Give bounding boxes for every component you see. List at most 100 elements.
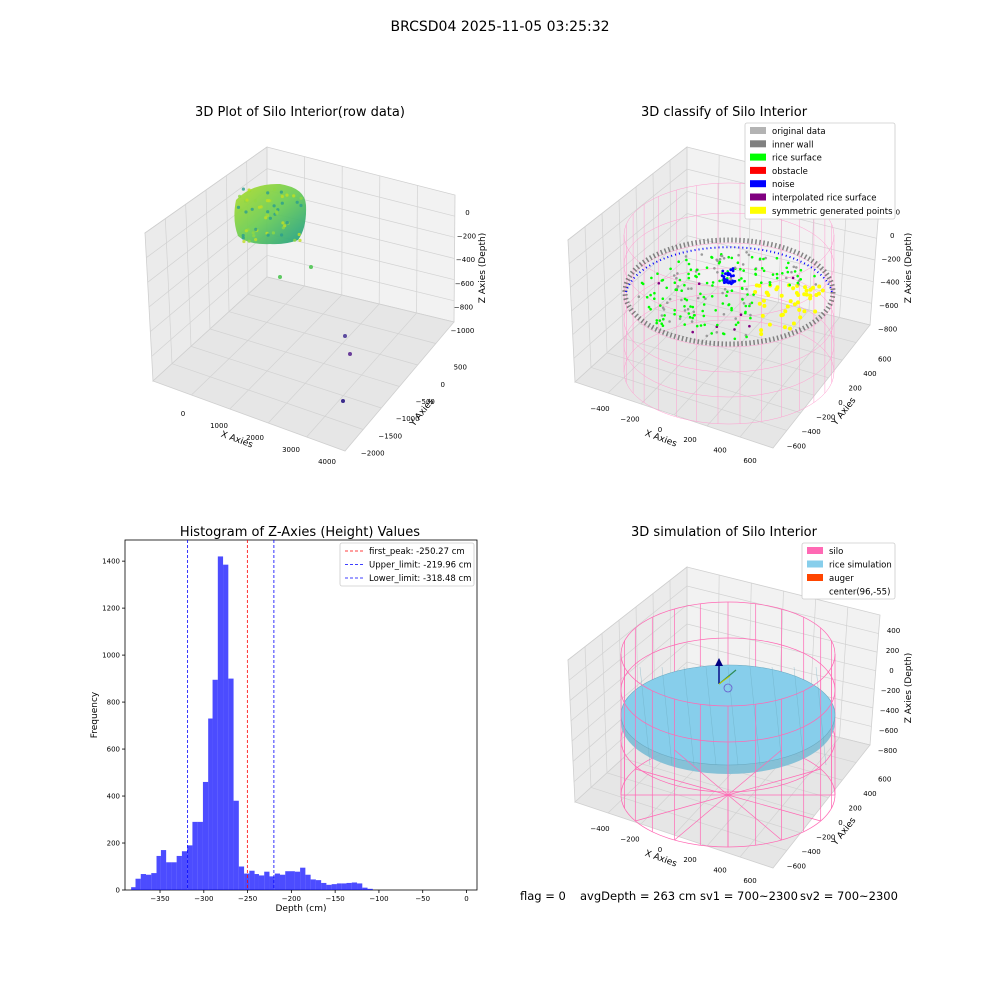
class-point <box>748 304 751 308</box>
class-point <box>655 321 658 325</box>
histogram-bar <box>367 888 373 890</box>
histogram-bar <box>160 850 167 890</box>
class-point <box>730 308 733 312</box>
class-point <box>802 309 807 314</box>
silo-floor-spoke <box>635 794 729 822</box>
legend-swatch <box>807 574 823 581</box>
x-tick-label: −200 <box>620 836 639 844</box>
class-point <box>661 324 665 328</box>
class-point <box>754 268 757 271</box>
noise-point <box>728 273 732 276</box>
class-point <box>791 276 795 280</box>
noise-point <box>720 274 724 278</box>
cloud-point <box>264 216 268 220</box>
class-point <box>679 315 682 318</box>
histogram-bar <box>151 873 157 890</box>
silo-wireframe <box>623 182 835 425</box>
class-point <box>695 268 699 272</box>
x-tick-label: −400 <box>590 405 609 413</box>
class-point <box>668 297 672 301</box>
class-point <box>650 276 653 280</box>
class-point <box>693 314 696 317</box>
point-cloud-body <box>234 183 307 245</box>
y-tick-label: −1000 <box>396 415 420 423</box>
class-point <box>785 304 790 309</box>
outlier-point <box>343 334 347 338</box>
class-point <box>721 271 724 275</box>
x-tick-label: −50 <box>415 895 430 903</box>
class-point <box>697 282 701 286</box>
grid-line <box>569 604 878 701</box>
class-point <box>717 262 721 265</box>
histogram-bar <box>269 876 275 890</box>
class-point <box>817 284 822 289</box>
rice-mesh-line <box>705 666 717 766</box>
class-point <box>641 282 645 286</box>
class-point <box>722 313 726 316</box>
y-tick-label: −600 <box>787 863 806 871</box>
grid-line <box>601 633 801 834</box>
histogram-bar <box>176 855 182 890</box>
histogram-bar <box>362 887 368 890</box>
y-tick-label: −600 <box>787 443 806 451</box>
class-point <box>790 270 793 274</box>
class-point <box>736 261 740 265</box>
cloud-point <box>247 239 251 243</box>
histogram-bar <box>166 862 172 890</box>
class-point <box>659 304 662 307</box>
class-point <box>716 271 719 274</box>
y-tick-label: −200 <box>816 834 835 842</box>
figure-title: BRCSD04 2025-11-05 03:25:32 <box>390 19 609 35</box>
histogram-bar <box>351 882 358 890</box>
grid-line <box>572 235 874 335</box>
cloud-point <box>241 187 245 191</box>
silo-wireframe-front <box>620 653 836 848</box>
cloud-point <box>244 210 248 214</box>
y-tick-label: 400 <box>863 370 876 378</box>
class-point <box>788 283 791 287</box>
legend-label: interpolated rice surface <box>772 194 877 204</box>
histogram-bar <box>131 887 136 890</box>
class-point <box>691 316 694 320</box>
class-point <box>796 293 801 297</box>
class-point <box>691 330 694 334</box>
class-point <box>759 328 764 333</box>
legend-label: symmetric generated points <box>772 207 893 217</box>
class-point <box>721 302 725 305</box>
class-point <box>762 257 765 261</box>
histogram-bar <box>249 870 255 890</box>
cloud-point <box>257 205 261 209</box>
histogram-title: Histogram of Z-Axies (Height) Values <box>180 525 420 540</box>
y-tick-labels: 0 200 400 600 800 1000 1200 1400 <box>102 558 125 895</box>
class-point <box>656 272 659 276</box>
x-tick-label: 600 <box>743 457 756 465</box>
legend-swatch <box>750 206 766 214</box>
histogram-bar <box>294 871 301 890</box>
class-point <box>804 292 809 297</box>
class-point <box>795 266 798 269</box>
class-point <box>740 277 743 280</box>
outlier-points <box>278 265 352 403</box>
classify-legend: original data inner wall rice surface obsta… <box>744 122 896 220</box>
y-tick-label: −500 <box>416 398 435 406</box>
grid-line <box>570 623 876 722</box>
auger-arrows <box>715 658 737 693</box>
histogram-bar <box>228 678 234 890</box>
class-point <box>730 306 733 310</box>
class-point <box>814 293 819 297</box>
class-point <box>748 302 752 306</box>
class-point <box>714 309 717 312</box>
noise-point <box>729 268 733 272</box>
y-tick-label: −2000 <box>361 449 385 457</box>
silo-floor-spoke <box>727 768 821 796</box>
class-point <box>685 298 689 302</box>
x-axis-label: Depth (cm) <box>275 904 326 914</box>
silo-floor-spoke <box>674 749 729 796</box>
legend-label: auger <box>829 574 854 584</box>
class-point <box>677 260 680 264</box>
class-point <box>744 311 747 315</box>
class-point <box>779 293 784 298</box>
class-point <box>700 253 704 256</box>
x-tick-label: 400 <box>713 867 726 875</box>
